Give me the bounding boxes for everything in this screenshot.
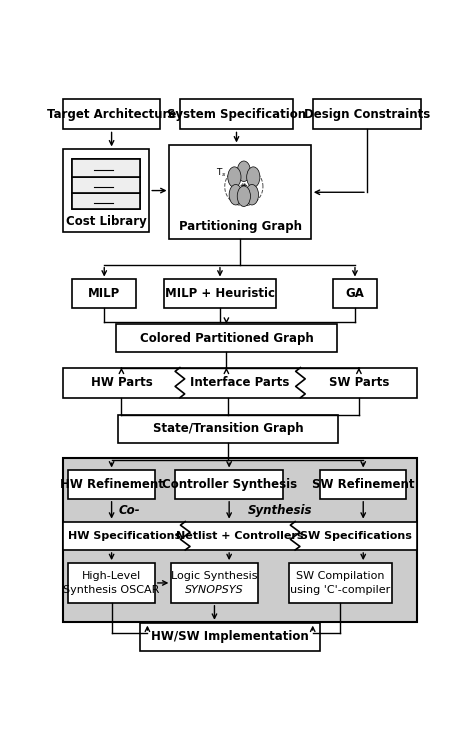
- Text: Interface Parts: Interface Parts: [191, 376, 290, 389]
- Text: HW Refinement: HW Refinement: [60, 478, 164, 491]
- Text: Synthesis: Synthesis: [247, 504, 312, 517]
- Bar: [63, 522, 418, 550]
- Text: Netlist + Controllers: Netlist + Controllers: [176, 531, 304, 541]
- Text: GA: GA: [346, 287, 365, 300]
- Bar: [333, 280, 377, 308]
- Text: Design Constraints: Design Constraints: [304, 108, 430, 121]
- Bar: [72, 280, 137, 308]
- Text: Controller Synthesis: Controller Synthesis: [162, 478, 297, 491]
- Text: System Specification: System Specification: [167, 108, 306, 121]
- Bar: [169, 145, 311, 239]
- Circle shape: [246, 167, 260, 187]
- Text: SW Parts: SW Parts: [329, 376, 389, 389]
- Text: High-Level: High-Level: [82, 571, 141, 582]
- Bar: [63, 149, 149, 232]
- Text: SYNOPSYS: SYNOPSYS: [185, 584, 244, 595]
- Text: Logic Synthesis: Logic Synthesis: [171, 571, 258, 582]
- Circle shape: [228, 167, 241, 187]
- Text: Co-: Co-: [118, 504, 140, 517]
- Bar: [63, 458, 418, 621]
- Bar: [164, 280, 276, 308]
- Bar: [289, 563, 392, 603]
- Circle shape: [237, 161, 250, 182]
- Circle shape: [246, 184, 258, 205]
- Text: HW Specifications: HW Specifications: [67, 531, 181, 541]
- Circle shape: [237, 186, 250, 207]
- Bar: [171, 563, 258, 603]
- Circle shape: [229, 184, 242, 205]
- Bar: [63, 368, 418, 398]
- Bar: [181, 100, 292, 129]
- Bar: [72, 177, 140, 193]
- Text: SW Refinement: SW Refinement: [312, 478, 414, 491]
- Bar: [313, 100, 421, 129]
- Bar: [118, 415, 338, 443]
- Bar: [68, 470, 155, 499]
- Text: MILP: MILP: [88, 287, 120, 300]
- Bar: [72, 159, 140, 177]
- Bar: [72, 193, 140, 209]
- Text: HW Parts: HW Parts: [91, 376, 152, 389]
- Bar: [68, 563, 155, 603]
- Text: Colored Partitioned Graph: Colored Partitioned Graph: [139, 331, 313, 345]
- Text: Synthesis OSCAR: Synthesis OSCAR: [64, 584, 160, 595]
- Text: Cost Library: Cost Library: [66, 215, 146, 228]
- Text: using 'C'-compiler: using 'C'-compiler: [290, 584, 391, 595]
- Text: Partitioning Graph: Partitioning Graph: [179, 220, 301, 233]
- Text: HW/SW Implementation: HW/SW Implementation: [151, 630, 309, 644]
- Bar: [320, 470, 406, 499]
- Text: T$_s$: T$_s$: [216, 166, 227, 179]
- Bar: [63, 100, 160, 129]
- Text: State/Transition Graph: State/Transition Graph: [153, 422, 303, 435]
- Text: MILP + Heuristic: MILP + Heuristic: [165, 287, 275, 300]
- Bar: [175, 470, 283, 499]
- Bar: [116, 324, 337, 352]
- Text: SW Specifications: SW Specifications: [301, 531, 412, 541]
- Text: Target Architecture: Target Architecture: [47, 108, 176, 121]
- Bar: [72, 159, 140, 209]
- Bar: [140, 623, 320, 651]
- Text: SW Compilation: SW Compilation: [296, 571, 384, 582]
